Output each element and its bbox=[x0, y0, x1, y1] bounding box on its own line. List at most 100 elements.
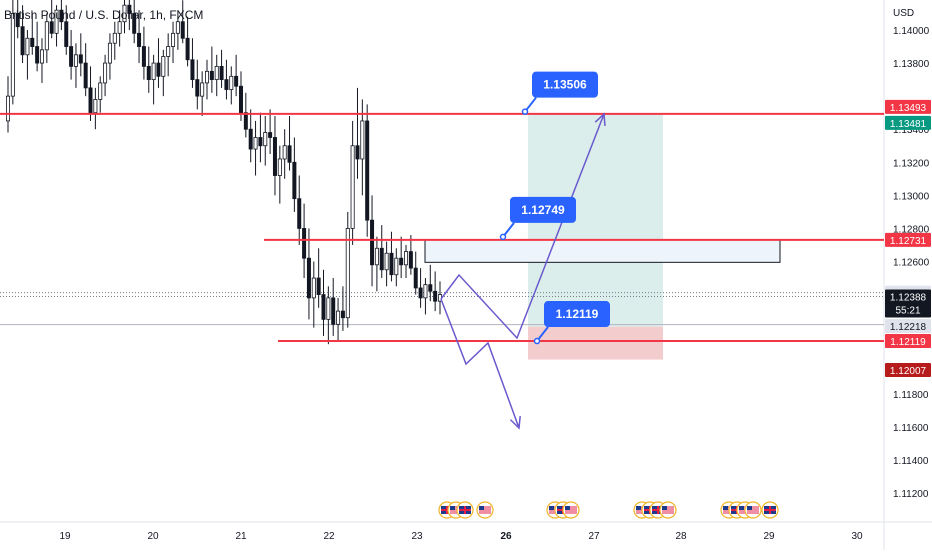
candle bbox=[117, 10, 122, 47]
x-axis-tick-label: 19 bbox=[59, 531, 71, 542]
candle-body bbox=[355, 145, 360, 160]
candle-body bbox=[345, 228, 350, 319]
candle bbox=[277, 145, 282, 204]
candle bbox=[360, 99, 365, 196]
candle-body bbox=[418, 287, 423, 299]
candle-body bbox=[39, 49, 44, 64]
candle bbox=[107, 33, 112, 80]
callout-anchor[interactable] bbox=[533, 337, 541, 345]
candle bbox=[345, 211, 350, 328]
position-stop-zone[interactable] bbox=[528, 326, 663, 360]
candle bbox=[365, 104, 370, 237]
candle-body bbox=[107, 42, 112, 64]
candle bbox=[127, 0, 132, 30]
candle bbox=[112, 21, 117, 60]
candle-body bbox=[59, 9, 64, 23]
candle-body bbox=[195, 79, 200, 97]
candle-body bbox=[200, 82, 205, 97]
candle-body bbox=[151, 62, 156, 81]
candle-body bbox=[384, 252, 389, 271]
candle-body bbox=[292, 161, 297, 200]
candle-body bbox=[399, 257, 404, 266]
callout-anchor[interactable] bbox=[521, 108, 529, 115]
candle-body bbox=[408, 251, 413, 269]
symbol-title[interactable]: British Pound / U.S. Dollar, 1h, FXCM bbox=[4, 8, 204, 22]
candle bbox=[404, 244, 409, 279]
bearish-projection-arrow[interactable] bbox=[440, 298, 520, 429]
candle-body bbox=[132, 13, 137, 34]
x-axis-tick-label: 23 bbox=[411, 531, 423, 542]
price-axis-tag-label: 1.13493 bbox=[890, 103, 927, 114]
candle bbox=[98, 76, 103, 113]
candle bbox=[292, 137, 297, 212]
candle bbox=[64, 5, 69, 55]
x-axis-tick-label: 29 bbox=[763, 531, 775, 542]
candle bbox=[15, 0, 20, 39]
candle bbox=[350, 120, 355, 245]
candle-body bbox=[83, 62, 88, 89]
price-callout-label: 1.13506 bbox=[543, 78, 587, 92]
price-axis-tag[interactable] bbox=[885, 319, 931, 333]
candle-body bbox=[156, 62, 161, 77]
candle bbox=[166, 33, 171, 77]
y-axis-tick-label: 1.11800 bbox=[893, 390, 929, 401]
callout-anchor[interactable] bbox=[499, 233, 507, 241]
us-flag-canton bbox=[739, 506, 744, 510]
candle bbox=[219, 49, 224, 88]
candle-body bbox=[214, 65, 219, 81]
price-callout[interactable] bbox=[510, 196, 576, 223]
us-flag-canton bbox=[479, 506, 484, 510]
price-axis-tag[interactable] bbox=[885, 334, 931, 349]
candle-body bbox=[268, 132, 273, 138]
candle bbox=[185, 16, 190, 67]
price-axis-tag[interactable] bbox=[885, 99, 931, 114]
candle-body bbox=[127, 4, 132, 14]
candle-body bbox=[122, 4, 127, 23]
candle-body bbox=[117, 21, 122, 34]
candle-body bbox=[175, 21, 180, 34]
candle bbox=[35, 21, 40, 72]
candle bbox=[229, 66, 234, 105]
candle-body bbox=[6, 95, 11, 122]
price-axis-tag-label: 1.12731 bbox=[890, 236, 927, 247]
x-axis-tick-label: 30 bbox=[851, 531, 863, 542]
candle bbox=[282, 129, 287, 179]
candle-body bbox=[394, 257, 399, 276]
candle bbox=[44, 13, 49, 64]
price-axis-tag[interactable] bbox=[885, 232, 931, 247]
candle bbox=[224, 59, 229, 100]
currency-label: USD bbox=[893, 8, 914, 19]
price-axis-tag-label: 1.13481 bbox=[890, 119, 927, 130]
price-axis-tag[interactable] bbox=[885, 363, 931, 377]
candle bbox=[132, 0, 137, 44]
us-flag-icon bbox=[450, 506, 462, 514]
candle bbox=[54, 5, 59, 47]
candle bbox=[69, 30, 74, 80]
price-axis-tag[interactable] bbox=[885, 115, 931, 130]
candle bbox=[336, 297, 341, 341]
candle bbox=[394, 248, 399, 287]
candle-body bbox=[229, 75, 234, 90]
candle bbox=[340, 286, 345, 331]
candle bbox=[268, 109, 273, 155]
candle bbox=[195, 59, 200, 110]
candle bbox=[408, 235, 413, 275]
price-callout-label: 1.12749 bbox=[521, 203, 565, 217]
candle-body bbox=[234, 75, 239, 87]
price-axis-tag-label: 1.12119 bbox=[890, 337, 926, 348]
candle-body bbox=[243, 112, 248, 130]
price-callout[interactable] bbox=[544, 301, 610, 328]
price-callout[interactable] bbox=[532, 71, 598, 98]
candle-body bbox=[20, 26, 25, 56]
candle bbox=[379, 225, 384, 279]
candle bbox=[205, 59, 210, 100]
price-axis-tag[interactable] bbox=[885, 289, 931, 318]
candle-body bbox=[326, 297, 331, 320]
resistance-zone-box[interactable] bbox=[424, 239, 781, 263]
bullish-projection-arrow[interactable] bbox=[440, 113, 605, 340]
candle-body bbox=[253, 137, 258, 150]
candle-body bbox=[185, 37, 190, 61]
candle bbox=[83, 43, 88, 97]
